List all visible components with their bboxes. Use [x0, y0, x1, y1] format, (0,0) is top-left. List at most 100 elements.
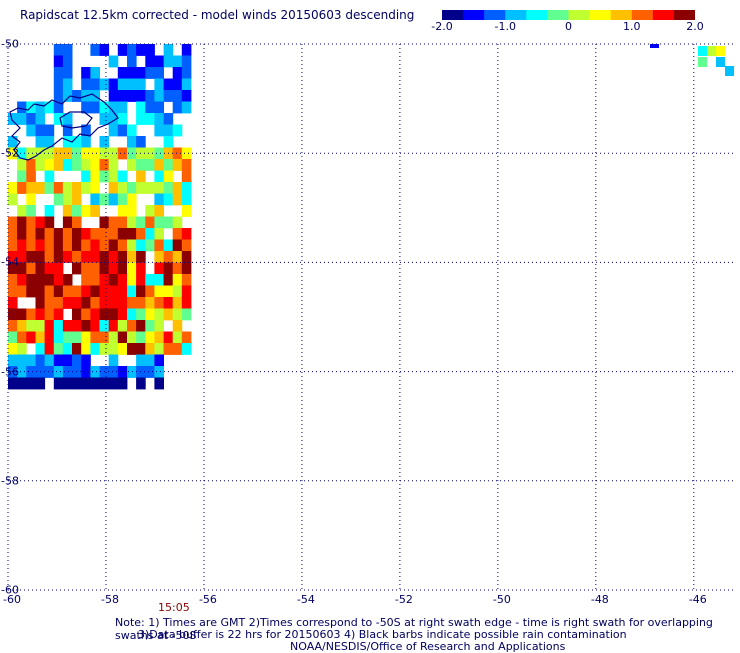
wind-cell [163, 44, 174, 56]
wind-cell [117, 343, 128, 355]
wind-cell [127, 366, 137, 378]
wind-cell [163, 239, 174, 252]
wind-cell [136, 274, 146, 286]
wind-cell [145, 159, 155, 171]
wind-cell [127, 308, 137, 321]
wind-cell [44, 170, 55, 183]
wind-cell [26, 274, 36, 286]
wind-cell [53, 78, 64, 91]
wind-cell [127, 205, 137, 217]
wind-cell [99, 251, 110, 263]
wind-cell [117, 366, 128, 378]
wind-cell [90, 366, 100, 378]
wind-cell [154, 113, 164, 125]
wind-cell [117, 67, 128, 79]
wind-cell [35, 216, 46, 229]
wind-cell [26, 366, 36, 378]
wind-cell [17, 228, 27, 240]
wind-cell [81, 366, 91, 378]
wind-cell [181, 239, 192, 252]
wind-cell [154, 297, 164, 309]
wind-cell [35, 228, 46, 240]
wind-cell [154, 170, 164, 183]
wind-cell [62, 343, 73, 355]
swath-time-label: 15:05 [158, 601, 190, 614]
wind-cell [81, 320, 91, 332]
wind-cell [44, 136, 55, 148]
wind-cell [145, 354, 155, 367]
wind-cell [99, 159, 110, 171]
wind-cell [136, 101, 146, 114]
wind-cell [53, 147, 64, 160]
wind-cell [99, 101, 110, 114]
wind-cell [145, 205, 155, 217]
wind-cell [53, 320, 64, 332]
wind-cell [17, 320, 27, 332]
wind-cell [53, 55, 64, 68]
wind-cell [8, 331, 18, 344]
wind-cell [53, 228, 64, 240]
wind-cell [72, 331, 82, 344]
colorbar-segment [631, 10, 654, 20]
wind-cell [72, 193, 82, 206]
wind-cell [136, 262, 146, 275]
wind-cell [81, 136, 91, 148]
wind-cell [136, 78, 146, 91]
wind-cell [53, 274, 64, 286]
wind-cell [127, 67, 137, 79]
wind-cell [17, 101, 27, 114]
wind-cell [8, 343, 18, 355]
wind-cell [44, 124, 55, 137]
wind-cell [181, 285, 192, 298]
wind-cell [181, 101, 192, 114]
wind-cell [26, 170, 36, 183]
colorbar-segment [547, 10, 570, 20]
wind-cell [53, 308, 64, 321]
wind-cell [26, 205, 36, 217]
colorbar-tick-label: -2.0 [431, 20, 453, 33]
wind-cell [26, 262, 36, 275]
wind-cell [127, 90, 137, 102]
wind-cell [145, 331, 155, 344]
wind-cell [62, 377, 73, 390]
wind-cell [145, 113, 155, 125]
wind-cell [117, 297, 128, 309]
wind-cell [154, 320, 164, 332]
wind-cell [90, 170, 100, 183]
wind-cell [72, 297, 82, 309]
wind-cell [35, 297, 46, 309]
colorbar-segment [610, 10, 633, 20]
wind-cell [154, 262, 164, 275]
wind-cell [53, 159, 64, 171]
wind-cell [136, 239, 146, 252]
wind-cell [145, 239, 155, 252]
wind-cell [163, 78, 174, 91]
wind-cell [145, 343, 155, 355]
wind-cell [136, 216, 146, 229]
wind-cell [181, 67, 192, 79]
longitude-label: -46 [688, 593, 707, 606]
wind-cell [163, 285, 174, 298]
wind-cell [108, 320, 119, 332]
wind-cell [72, 251, 82, 263]
wind-cell [716, 46, 725, 56]
wind-cell [145, 320, 155, 332]
wind-cell [90, 308, 100, 321]
wind-cell [99, 216, 110, 229]
wind-cell [17, 343, 27, 355]
wind-cell [81, 285, 91, 298]
wind-cell [181, 308, 192, 321]
wind-cell [108, 308, 119, 321]
wind-cell [62, 239, 73, 252]
colorbar-tick-label: 1.0 [623, 20, 641, 33]
wind-cell [90, 193, 100, 206]
wind-cell [90, 78, 100, 91]
wind-cell [26, 308, 36, 321]
wind-cell [172, 320, 183, 332]
wind-cell [26, 320, 36, 332]
wind-cell [53, 251, 64, 263]
wind-cell [145, 44, 155, 56]
wind-cell [172, 67, 183, 79]
wind-cell [145, 182, 155, 194]
wind-cell [181, 55, 192, 68]
